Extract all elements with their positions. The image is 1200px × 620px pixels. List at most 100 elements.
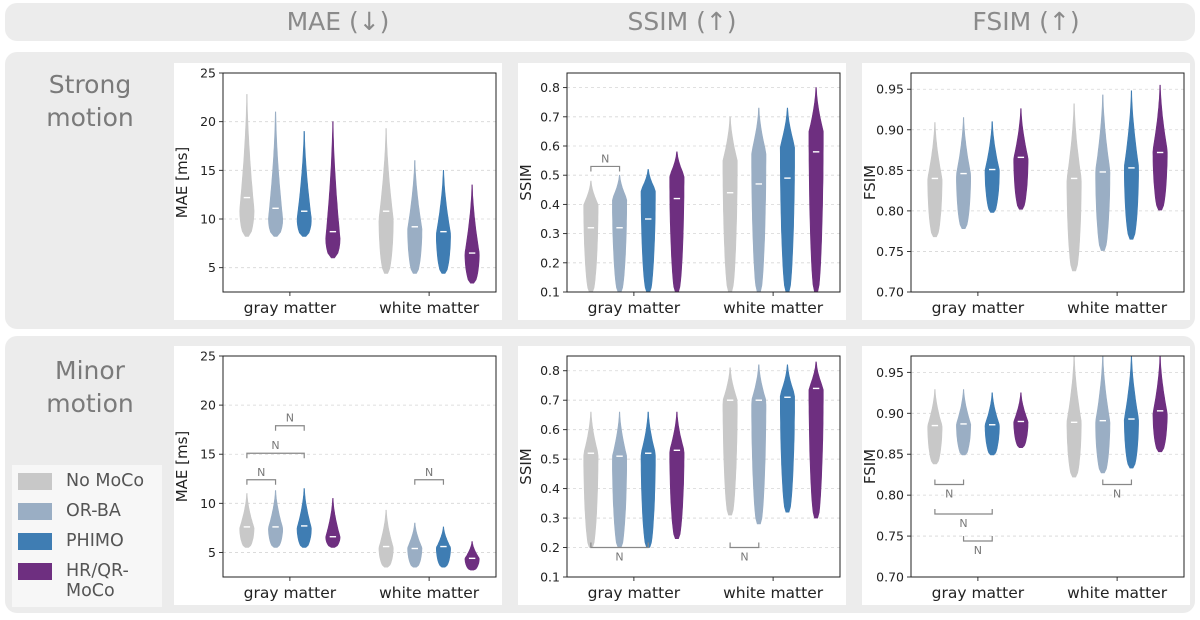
significance-label: N — [945, 488, 953, 501]
legend-label: OR-BA — [66, 501, 121, 521]
y-tick-label: 0.1 — [540, 570, 560, 585]
y-tick-label: 15 — [200, 447, 216, 462]
significance-bracket — [934, 479, 965, 486]
row-label-line: Minor — [55, 356, 125, 385]
y-axis-label: MAE [ms] — [173, 431, 191, 503]
y-tick-label: 0.90 — [876, 122, 904, 137]
violin-no-moco-white-matter — [722, 116, 738, 293]
axes-frame — [910, 355, 1185, 578]
violin-hr-qr-moco-white-matter — [808, 87, 824, 293]
significance-bracket — [590, 542, 649, 549]
row-label-minor-motion: Minor motion — [20, 354, 160, 420]
y-tick-label: 25 — [200, 349, 216, 364]
row-label-strong-motion: Strong motion — [20, 68, 160, 134]
significance-bracket — [1102, 479, 1133, 486]
violin-or-ba-gray-matter — [268, 490, 283, 548]
violin-no-moco-gray-matter — [583, 180, 599, 293]
violin-or-ba-white-matter — [751, 364, 767, 525]
violin-hr-qr-moco-gray-matter — [669, 411, 685, 539]
violin-phimo-white-matter — [1123, 355, 1139, 469]
violin-phimo-gray-matter — [640, 411, 656, 548]
violin-hr-qr-moco-gray-matter — [1013, 392, 1029, 448]
violin-phimo-gray-matter — [296, 131, 312, 237]
y-tick-label: 0.5 — [540, 452, 560, 467]
significance-label: N — [271, 439, 279, 452]
y-tick-label: 0.2 — [540, 255, 560, 270]
violin-no-moco-white-matter — [722, 367, 738, 516]
axes-frame — [222, 355, 497, 578]
violin-or-ba-white-matter — [1095, 355, 1111, 474]
y-tick-label: 0.80 — [876, 203, 904, 218]
violin-hr-qr-moco-white-matter — [1152, 355, 1168, 453]
y-tick-label: 0.2 — [540, 540, 560, 555]
violin-no-moco-gray-matter — [927, 389, 943, 465]
significance-bracket — [590, 165, 621, 172]
violin-or-ba-white-matter — [407, 160, 423, 274]
legend-swatch — [18, 503, 52, 520]
row-label-line: motion — [46, 389, 134, 418]
y-tick-label: 25 — [200, 66, 216, 81]
chart-strong-mae: 5 10 15 20 25 gray matter white matter MAE [ms] — [173, 63, 502, 320]
legend-label: No MoCo — [66, 471, 145, 491]
legend-swatch — [18, 563, 52, 580]
violin-phimo-gray-matter — [640, 169, 656, 293]
violin-phimo-gray-matter — [296, 488, 312, 548]
x-tick-label-white-matter: white matter — [1067, 299, 1168, 317]
x-tick-label-gray-matter: gray matter — [244, 299, 337, 317]
violin-or-ba-white-matter — [407, 522, 423, 568]
y-tick-label: 0.75 — [876, 529, 904, 544]
violin-phimo-white-matter — [1123, 90, 1139, 240]
violin-hr-qr-moco-gray-matter — [1013, 108, 1029, 210]
x-tick-label-white-matter: white matter — [379, 299, 480, 317]
x-tick-label-gray-matter: gray matter — [588, 299, 681, 317]
y-tick-label: 10 — [200, 496, 216, 511]
violin-no-moco-gray-matter — [583, 411, 599, 548]
chart-strong-fsim: 0.70 0.75 0.80 0.85 0.90 0.95 gray matter white… — [861, 63, 1190, 320]
row-label-line: motion — [46, 103, 134, 132]
y-tick-label: 20 — [200, 398, 216, 413]
significance-bracket — [246, 479, 277, 485]
violin-no-moco-gray-matter — [239, 493, 255, 548]
legend-label: HR/QR-MoCo — [66, 561, 129, 601]
y-tick-label: 0.70 — [876, 285, 904, 300]
x-tick-label-gray-matter: gray matter — [588, 584, 681, 602]
violin-or-ba-gray-matter — [268, 111, 284, 237]
violin-phimo-white-matter — [435, 170, 451, 274]
violin-hr-qr-moco-white-matter — [464, 541, 480, 571]
x-tick-label-gray-matter: gray matter — [244, 584, 337, 602]
violin-or-ba-gray-matter — [956, 389, 972, 456]
y-tick-label: 5 — [208, 260, 216, 275]
y-tick-label: 0.8 — [540, 80, 560, 95]
column-header-band — [5, 3, 1195, 41]
y-tick-label: 0.5 — [540, 168, 560, 183]
significance-label: N — [425, 466, 433, 479]
y-tick-label: 0.4 — [540, 197, 560, 212]
y-tick-label: 5 — [208, 545, 216, 560]
violin-no-moco-gray-matter — [927, 122, 943, 238]
y-tick-label: 0.75 — [876, 244, 904, 259]
y-tick-label: 0.7 — [540, 393, 560, 408]
violin-hr-qr-moco-white-matter — [464, 184, 480, 284]
violin-or-ba-gray-matter — [612, 411, 627, 548]
y-tick-label: 0.1 — [540, 285, 560, 300]
violin-hr-qr-moco-gray-matter — [669, 151, 685, 293]
y-tick-label: 0.3 — [540, 511, 560, 526]
y-axis-label: FSIM — [861, 165, 879, 200]
violin-hr-qr-moco-white-matter — [1152, 84, 1168, 211]
y-tick-label: 10 — [200, 212, 216, 227]
column-header-fsim: FSIM (↑) — [972, 7, 1080, 36]
y-tick-label: 0.7 — [540, 109, 560, 124]
column-header-mae: MAE (↓) — [286, 7, 390, 36]
y-axis-label: SSIM — [517, 448, 535, 484]
significance-bracket — [962, 535, 993, 542]
violin-or-ba-white-matter — [751, 107, 767, 293]
violin-no-moco-gray-matter — [239, 94, 255, 237]
y-tick-label: 20 — [200, 114, 216, 129]
legend-swatch — [18, 533, 52, 550]
axes-frame — [222, 72, 497, 293]
y-tick-label: 0.6 — [540, 422, 560, 437]
